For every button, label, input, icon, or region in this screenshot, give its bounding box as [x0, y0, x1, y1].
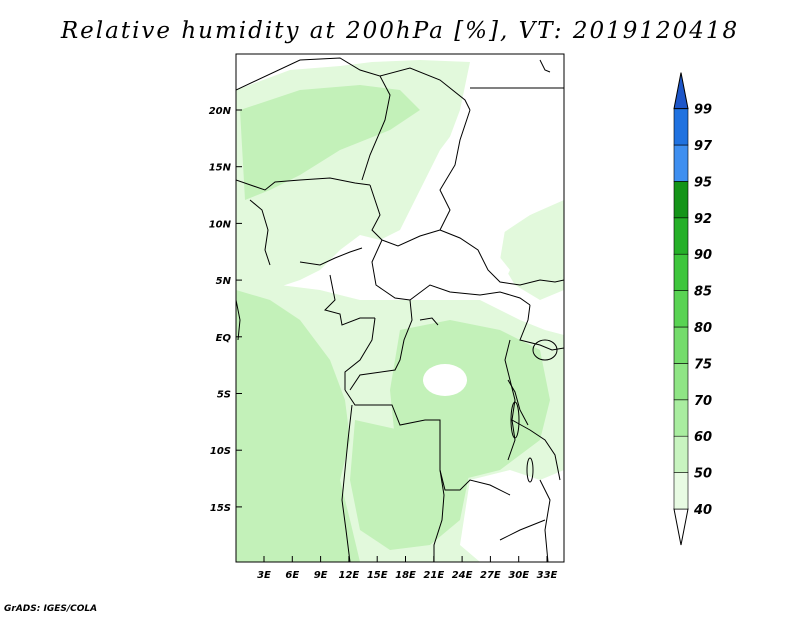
colorbar-level-label: 85	[694, 285, 712, 300]
dry-gap-east-south	[460, 470, 564, 562]
colorbar-level-label: 40	[693, 503, 712, 518]
colorbar-bin	[673, 108, 689, 146]
lat-tick-label: 5S	[217, 390, 231, 401]
map-title: Relative humidity at 200hPa [%], VT: 201…	[60, 18, 740, 44]
colorbar-high-triangle	[673, 72, 689, 110]
colorbar-level-label: 99	[694, 103, 712, 118]
lon-tick-label: 30E	[508, 570, 529, 581]
dry-gap-central	[380, 225, 510, 295]
credit-text: GrADS: IGES/COLA	[4, 604, 98, 614]
humidity-patch-sahel	[240, 85, 420, 200]
country-borders	[236, 57, 564, 562]
lon-tick-label: 15E	[367, 570, 388, 581]
lon-tick-label: 33E	[537, 570, 558, 581]
lon-tick-label: 3E	[257, 570, 271, 581]
colorbar-level-label: 95	[694, 175, 712, 190]
colorbar-bin	[673, 435, 689, 473]
colorbar-bin	[673, 217, 689, 255]
lat-tick-label: 10N	[209, 219, 232, 230]
dry-gap-congo	[423, 364, 467, 396]
humidity-area-east	[500, 200, 564, 300]
lakes	[510, 339, 558, 483]
colorbar-level-label: 90	[694, 248, 712, 263]
lat-tick-label: 15N	[209, 163, 232, 174]
colorbar-level-label: 60	[694, 430, 712, 445]
colorbar-level-label: 50	[694, 467, 712, 482]
colorbar-level-label: 80	[694, 321, 712, 336]
colorbar: 40 50 60 70 75 80 85 90 92 95 97 99	[673, 72, 713, 546]
lon-tick-label: 27E	[480, 570, 501, 581]
colorbar-bin	[673, 326, 689, 364]
lat-tick-label: 10S	[210, 446, 231, 457]
colorbar-bin	[673, 472, 689, 510]
lon-tick-label: 18E	[395, 570, 416, 581]
lon-tick-label: 21E	[423, 570, 444, 581]
lon-tick-label: 12E	[339, 570, 360, 581]
colorbar-bin	[673, 181, 689, 219]
colorbar-bin	[673, 253, 689, 291]
colorbar-level-label: 75	[694, 357, 712, 372]
colorbar-level-label: 70	[694, 394, 712, 409]
lon-tick-label: 6E	[285, 570, 299, 581]
lon-tick-label: 9E	[314, 570, 328, 581]
latitude-axis: 20N 15N 10N 5N EQ 5S 10S 15S	[209, 106, 242, 514]
map-frame-border	[235, 53, 565, 563]
lon-tick-label: 24E	[452, 570, 473, 581]
colorbar-low-triangle	[673, 508, 689, 546]
colorbar-bin	[673, 290, 689, 328]
colorbar-level-label: 97	[694, 139, 713, 154]
colorbar-bin	[673, 144, 689, 182]
lat-tick-label: 15S	[210, 503, 231, 514]
lat-tick-label: 5N	[216, 276, 232, 287]
humidity-field	[236, 57, 564, 562]
lat-tick-label: 20N	[209, 106, 232, 117]
colorbar-bin	[673, 399, 689, 437]
longitude-axis: 3E 6E 9E 12E 15E 18E 21E 24E 27E 30E 33E	[257, 556, 558, 581]
colorbar-bin	[673, 363, 689, 401]
lat-tick-label: EQ	[216, 333, 232, 344]
colorbar-level-label: 92	[694, 212, 712, 227]
dry-gap-sahara	[445, 62, 564, 235]
humidity-patch-west	[236, 290, 360, 562]
